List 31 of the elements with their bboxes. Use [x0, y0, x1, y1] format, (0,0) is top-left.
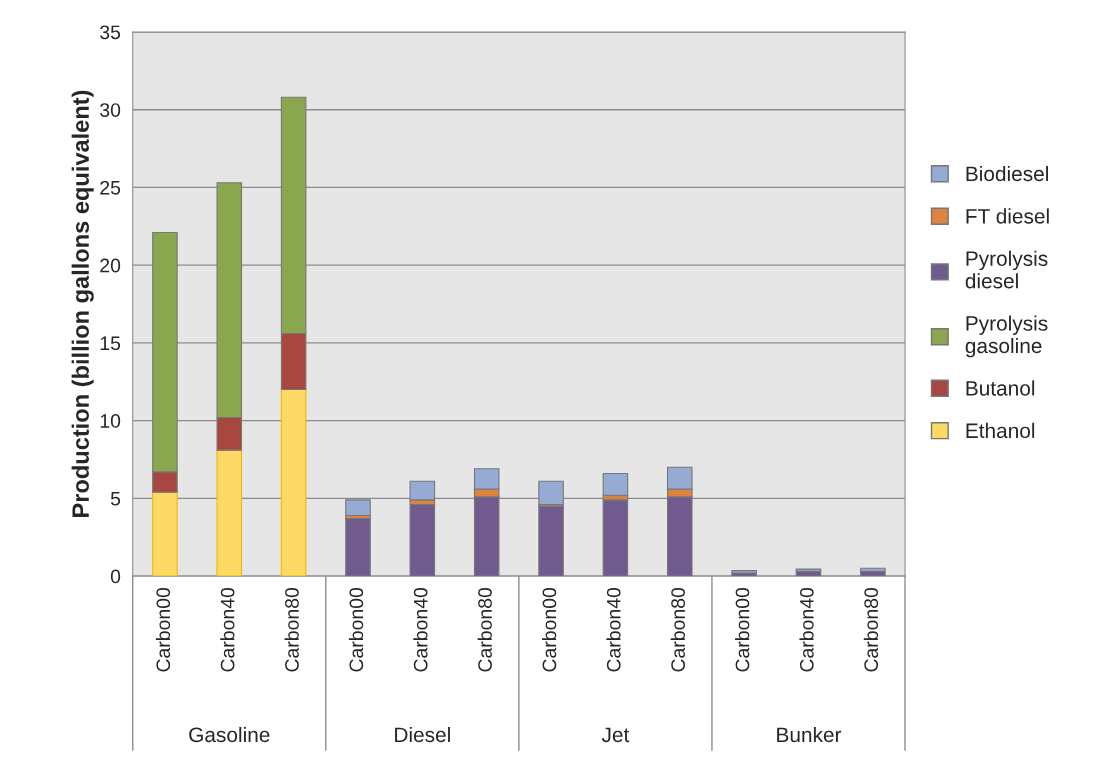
legend-label: Biodiesel: [966, 165, 1048, 182]
y-tick-label: 15: [100, 336, 121, 351]
x-tick-label: Carbon80: [670, 587, 685, 672]
x-tick-label: Carbon80: [284, 587, 299, 672]
legend-label: Butanol: [966, 380, 1035, 396]
text: Diesel: [395, 726, 450, 743]
x-tick-label: Carbon00: [542, 587, 557, 672]
x-tick-label: Carbon00: [348, 587, 364, 672]
legend-label: Pyrolysis gasoline: [965, 315, 1048, 358]
x-tick-label: Carbon40: [606, 587, 621, 672]
x-tick-label: Carbon80: [477, 587, 492, 672]
legend-label: Pyrolysis diesel: [965, 250, 1048, 289]
text: Bunker: [777, 726, 842, 743]
y-axis-title: Production (billion gallons equivalent): [71, 90, 94, 517]
text: Gasoline: [189, 726, 270, 743]
legend-label: FT diesel: [966, 208, 1049, 224]
y-tick-label: 10: [100, 414, 121, 428]
y-tick-label: 30: [100, 103, 121, 117]
x-tick-label: Carbon00: [155, 587, 171, 672]
text: Jet: [601, 727, 630, 743]
x-tick-label: Carbon40: [220, 587, 235, 672]
y-tick-label: 20: [100, 258, 121, 273]
x-tick-label: Carbon40: [799, 587, 814, 672]
x-tick-label: Carbon00: [735, 587, 750, 672]
y-tick-label: 35: [100, 25, 121, 40]
y-tick-label: 0: [110, 569, 121, 584]
x-tick-label: Carbon40: [413, 587, 428, 672]
y-tick-label: 25: [100, 180, 121, 195]
y-tick-label: 5: [110, 492, 121, 506]
x-tick-label: Carbon80: [863, 587, 879, 672]
legend-label: Ethanol: [966, 422, 1035, 439]
